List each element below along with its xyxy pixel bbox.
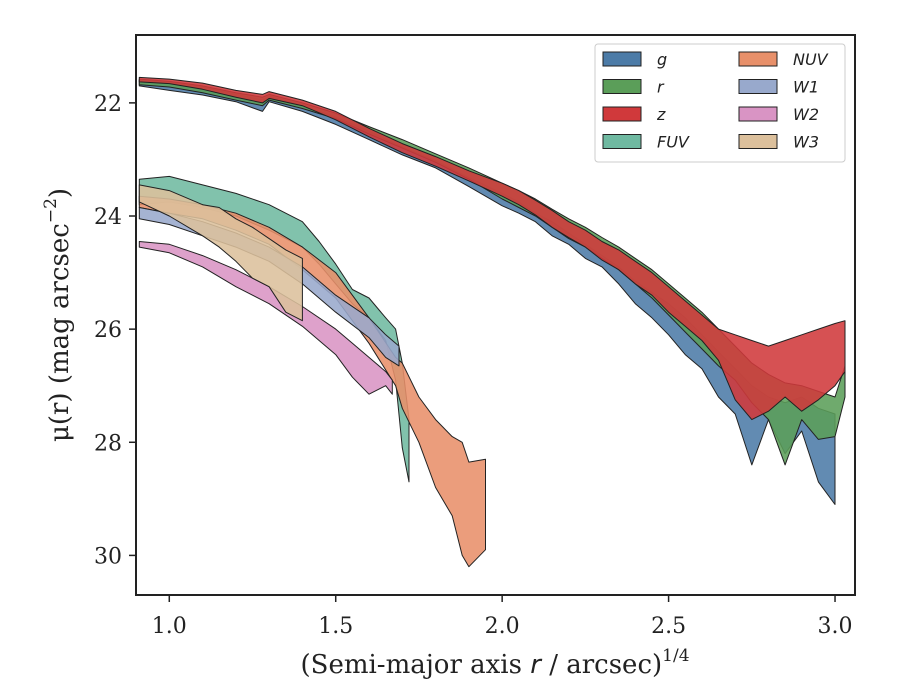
series-area-z [138,76,846,421]
legend-swatch [738,79,778,94]
x-axis-ticks: 1.0 1.5 2.0 2.5 3.0 [152,595,853,639]
y-axis-ticks: 22 24 26 28 30 [94,92,136,569]
legend: grz FUV NUV W1 W2 W3 [594,43,846,163]
x-axis-label: (Semi-major axis r / arcsec)1/4 [300,646,689,680]
legend-swatch [738,51,778,67]
legend-label: FUV [657,133,690,152]
series-areas [138,76,846,568]
x-tick-label: 3.0 [818,614,853,639]
y-tick-label: 24 [94,205,122,230]
legend-swatch [602,134,642,149]
y-tick-label: 22 [94,92,122,117]
series-area-w3 [138,184,303,322]
legend-swatch [738,134,778,149]
x-tick-label: 2.5 [651,614,686,639]
legend-label: g [657,50,667,69]
legend-label: r [657,78,665,97]
x-tick-label: 1.5 [318,614,353,639]
legend-label: z [656,105,666,124]
legend-swatch [738,106,778,122]
legend-label: NUV [793,50,829,69]
legend-swatch [602,79,642,94]
legend-swatch [602,51,642,67]
x-tick-label: 1.0 [152,614,187,639]
legend-box [594,43,846,163]
legend-label: W3 [793,133,819,152]
y-axis-label: μ(r) (mag arcsec−2) [41,188,75,442]
y-tick-label: 30 [94,544,122,569]
legend-swatch [602,106,642,122]
legend-label: W1 [793,78,819,97]
plot-frame [135,34,856,596]
legend-label: W2 [793,105,819,124]
x-tick-label: 2.0 [485,614,520,639]
y-tick-label: 28 [94,431,122,456]
y-tick-label: 26 [94,318,122,343]
